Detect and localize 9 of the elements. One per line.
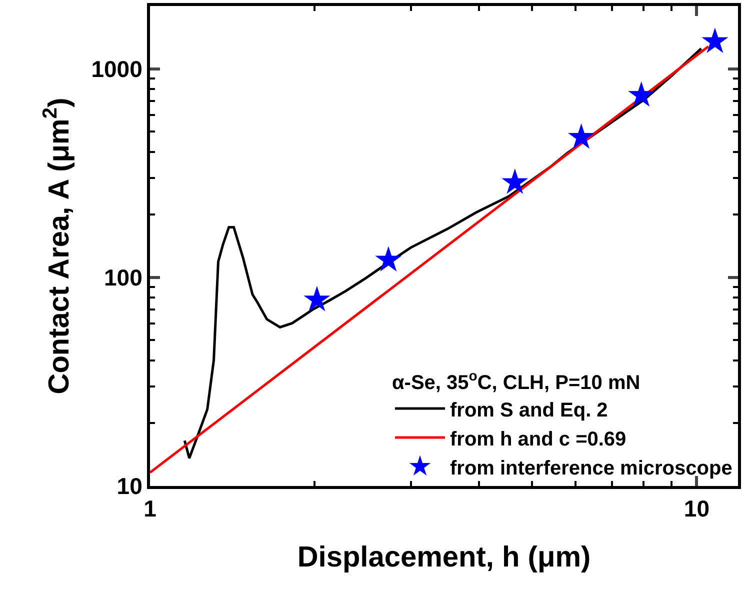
y-tick-label: 100 (104, 264, 142, 290)
y-tick-label: 10 (116, 473, 142, 500)
legend-label: from interference microscope (450, 457, 732, 480)
legend-label: from S and Eq. 2 (450, 399, 608, 422)
legend-title: α-Se, 35$^{o}$C, CLH, P=10 mN (392, 368, 640, 394)
x-axis-title: Displacement, h (μm) (297, 541, 591, 574)
x-tick-label: 1 (144, 496, 157, 522)
y-tick-label: 1000 (91, 56, 142, 82)
legend-label: from h and c =0.69 (450, 428, 626, 450)
